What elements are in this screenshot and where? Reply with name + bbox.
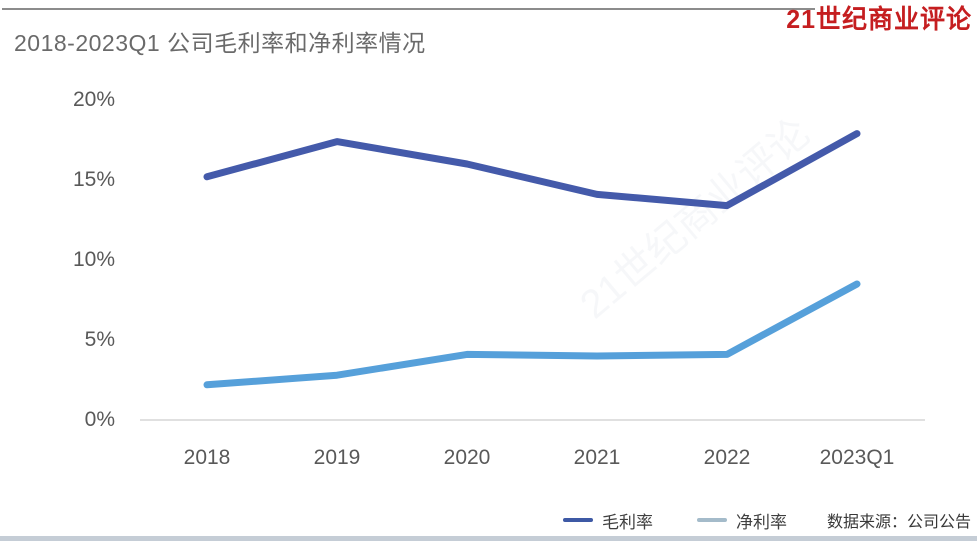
brand-logo: 21世纪商业评论 xyxy=(786,5,972,35)
x-axis-tick-label: 2019 xyxy=(313,446,361,469)
x-axis-tick-label: 2021 xyxy=(573,446,621,469)
bottom-border-bar xyxy=(0,536,977,541)
x-axis-tick-label: 2023Q1 xyxy=(819,446,895,469)
legend-item-gross-margin: 毛利率 xyxy=(562,508,653,533)
top-divider-line xyxy=(2,8,815,10)
y-axis-tick-label: 20% xyxy=(72,88,115,111)
x-axis-tick-label: 2022 xyxy=(703,446,751,469)
gross-margin-line xyxy=(203,130,861,210)
gross-margin-legend-label: 毛利率 xyxy=(601,512,653,532)
net-margin-legend-label: 净利率 xyxy=(735,512,787,532)
gross-margin-legend-swatch xyxy=(562,518,593,522)
net-margin-legend-swatch xyxy=(696,518,727,522)
chart-title: 2018-2023Q1 公司毛利率和净利率情况 xyxy=(14,30,426,56)
y-axis-tick-label: 5% xyxy=(84,328,115,351)
y-axis-tick-label: 0% xyxy=(84,408,115,431)
data-source-note: 数据来源：公司公告 xyxy=(826,514,971,531)
legend-item-net-margin: 净利率 xyxy=(696,508,787,533)
net-margin-line xyxy=(203,280,861,389)
legend: 毛利率 净利率 xyxy=(562,508,787,533)
y-axis-tick-label: 15% xyxy=(72,168,115,191)
y-axis-tick-label: 10% xyxy=(72,248,115,271)
x-axis-tick-label: 2020 xyxy=(443,446,491,469)
x-axis-tick-label: 2018 xyxy=(183,446,231,469)
footer-row: 毛利率 净利率 数据来源：公司公告 xyxy=(0,507,971,533)
